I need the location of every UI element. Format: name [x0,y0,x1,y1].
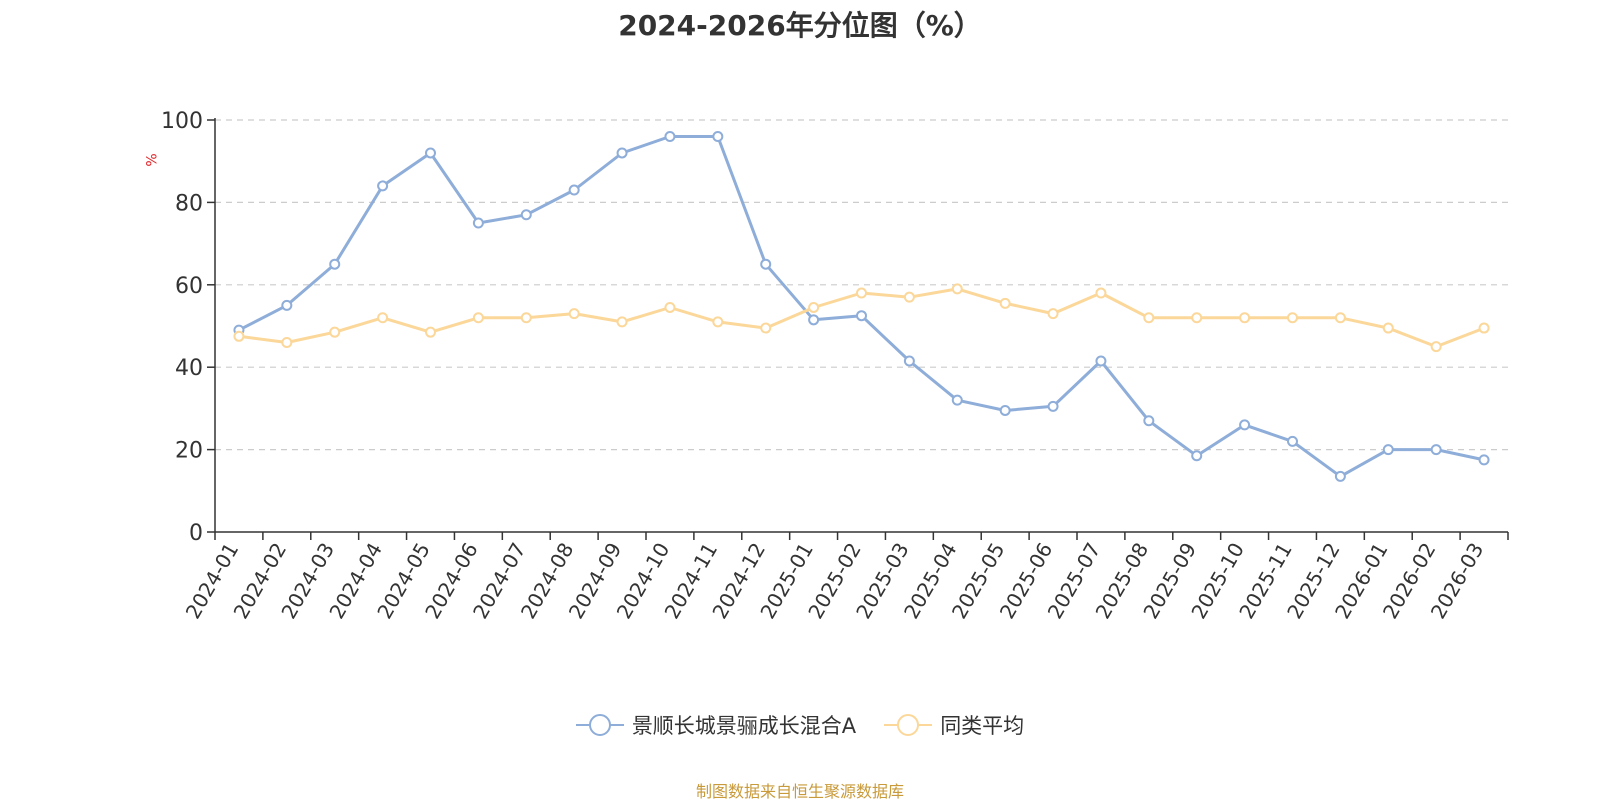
data-point [1382,444,1394,456]
series-lines [233,130,1490,482]
legend-item-fund[interactable]: 景顺长城景骊成长混合A [575,710,857,740]
data-point [856,287,867,299]
data-point [1047,308,1059,320]
data-point [1239,419,1251,431]
data-point [1143,312,1155,324]
axes: 0204060801002024-012024-022024-032024-04… [161,109,1509,623]
data-point [664,301,676,313]
data-point [281,299,293,311]
data-point [808,314,820,326]
series-1 [233,283,1490,353]
data-point [903,291,915,303]
source-note: 制图数据来自恒生聚源数据库 [695,782,904,801]
legend-marker-fund-icon [575,714,624,736]
data-point [1478,454,1490,466]
data-point [329,326,341,338]
y-tick-label: 80 [175,191,203,216]
series-line [238,135,1485,478]
data-point [808,301,820,313]
data-point [233,330,245,342]
data-point [329,258,341,270]
data-point [1239,312,1251,324]
data-point [999,404,1011,416]
data-point [760,322,772,334]
data-point [377,312,389,324]
data-point [472,312,484,324]
data-point [951,283,963,295]
y-tick-label: 0 [189,521,203,546]
data-point [1430,444,1442,456]
data-point [1478,322,1490,334]
y-tick-label: 20 [175,439,203,464]
data-point [1095,287,1107,299]
series-0 [233,130,1490,482]
data-point [616,147,628,159]
legend: 景顺长城景骊成长混合A 同类平均 [0,710,1600,740]
data-point [472,217,484,229]
data-point [903,355,915,367]
data-point [568,184,580,196]
legend-item-average[interactable]: 同类平均 [884,710,1024,740]
chart-title: 2024-2026年分位图（%） [618,9,982,42]
data-point [1047,400,1059,412]
y-tick-label: 40 [175,356,203,381]
data-point [1287,312,1298,324]
legend-label-fund: 景顺长城景骊成长混合A [631,714,857,738]
data-point [520,312,532,324]
data-point [1334,312,1346,324]
data-point [281,336,293,348]
y-tick-label: 100 [161,109,203,134]
legend-marker-average-icon [884,714,933,736]
data-point [712,316,724,328]
data-point [1191,450,1203,462]
data-point [1191,312,1203,324]
data-point [1334,470,1346,482]
data-point [1287,435,1298,447]
data-point [1095,355,1107,367]
data-point [425,147,436,159]
data-point [856,310,867,322]
data-point [520,209,532,221]
y-tick-label: 60 [175,274,203,299]
data-point [616,316,628,328]
data-point [951,394,963,406]
legend-label-average: 同类平均 [940,714,1025,738]
data-point [1382,322,1394,334]
data-point [1430,341,1442,353]
data-point [664,130,676,142]
line-chart: 0204060801002024-012024-022024-032024-04… [161,109,1509,623]
data-point [999,297,1011,309]
data-point [377,180,389,192]
data-point [1143,415,1155,427]
data-point [760,258,772,270]
data-point [712,130,724,142]
data-point [425,326,436,338]
data-point [568,308,580,320]
